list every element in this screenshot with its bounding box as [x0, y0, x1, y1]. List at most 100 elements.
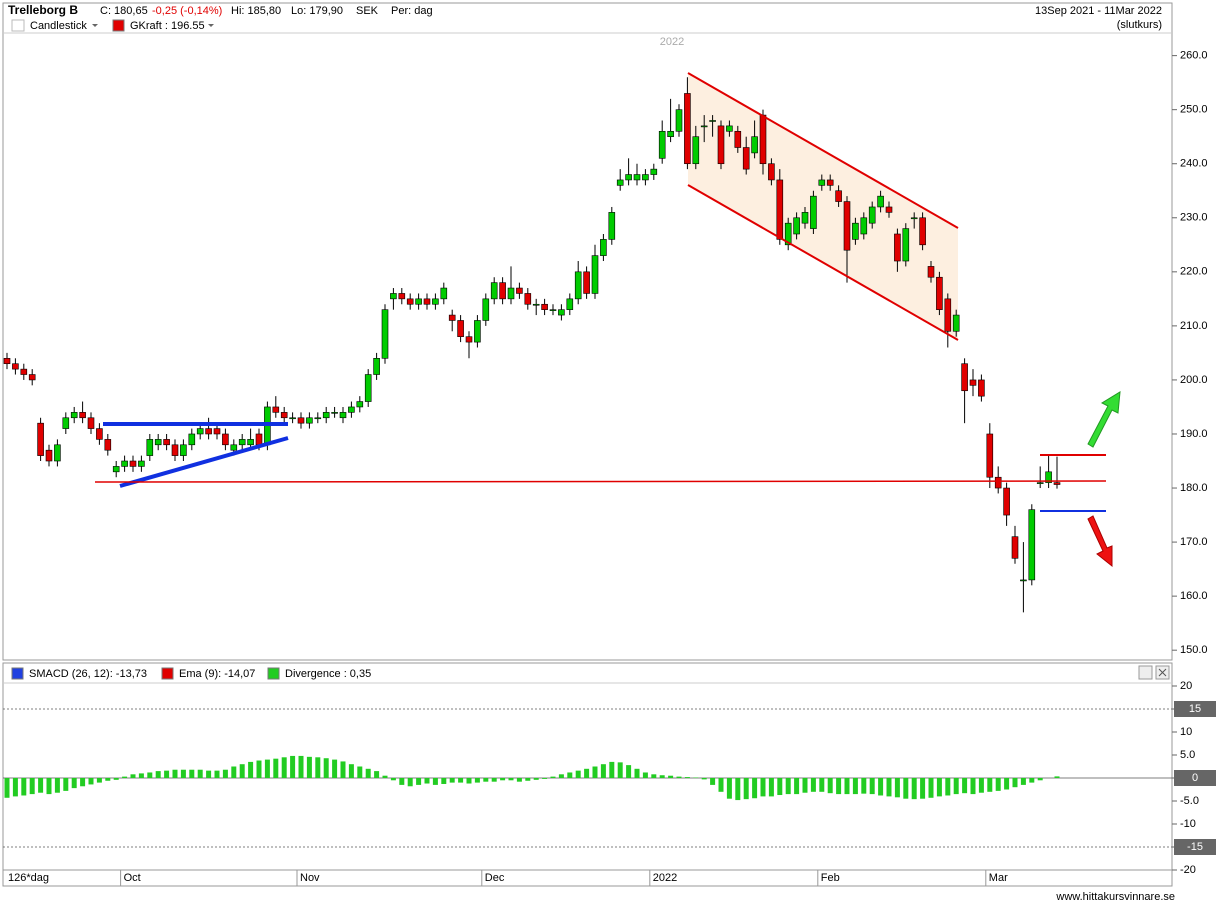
- date-range: 13Sep 2021 - 11Mar 2022: [1035, 5, 1162, 17]
- up-arrow: [1087, 391, 1121, 448]
- candle-body: [272, 406, 280, 413]
- divergence-bar: [483, 778, 489, 782]
- divergence-bar: [1029, 778, 1035, 783]
- candle-body: [465, 336, 473, 343]
- candle-body: [944, 298, 952, 332]
- style-label[interactable]: Candlestick: [30, 20, 87, 32]
- candle-body: [709, 120, 716, 122]
- y-tick-label: 230.0: [1180, 212, 1208, 224]
- candle-body: [138, 460, 145, 467]
- divergence-bar: [684, 777, 690, 778]
- divergence-bar: [735, 778, 741, 801]
- legend-swatch: [267, 667, 280, 680]
- candle-body: [121, 460, 128, 467]
- divergence-bar: [710, 778, 716, 785]
- annotations: [94, 72, 1121, 568]
- candle-body: [381, 309, 389, 359]
- period: Per: dag: [391, 5, 433, 17]
- divergence-bar: [172, 769, 178, 778]
- divergence-bar: [726, 778, 732, 799]
- candle-body: [348, 406, 355, 413]
- candle-body: [339, 412, 347, 419]
- legend-label: GKraft : 196.55: [130, 20, 205, 32]
- candle-body: [129, 460, 137, 467]
- candle-body: [247, 439, 254, 446]
- candle-body: [684, 93, 691, 165]
- y-tick-label: 160.0: [1180, 590, 1208, 602]
- close: C: 180,65: [100, 5, 148, 17]
- y-tick-label: 170.0: [1180, 536, 1208, 548]
- divergence-bar: [743, 778, 749, 800]
- candle-body: [79, 412, 86, 419]
- candle-body: [3, 358, 11, 365]
- divergence-bar: [407, 778, 413, 787]
- divergence-bar: [651, 774, 657, 778]
- x-tick-label: 2022: [653, 872, 677, 884]
- style-swatch[interactable]: [11, 19, 25, 32]
- y-tick-label: 20: [1180, 680, 1192, 692]
- y-tick-box: [1174, 839, 1216, 855]
- divergence-bar: [516, 778, 522, 782]
- divergence-bar: [441, 778, 447, 784]
- divergence-bar: [970, 778, 976, 795]
- candle-body: [507, 287, 515, 300]
- candle-body: [415, 298, 422, 305]
- x-tick-label: Feb: [821, 872, 840, 884]
- candle-body: [885, 206, 893, 213]
- divergence-bar: [189, 769, 195, 778]
- divergence-bar: [550, 776, 556, 778]
- close-cross: [1158, 668, 1167, 677]
- candle-body: [667, 130, 674, 137]
- candle-body: [457, 320, 464, 337]
- candle-body: [558, 309, 565, 316]
- divergence-bar: [197, 769, 203, 778]
- divergence-bar: [390, 778, 396, 781]
- candle-body: [373, 358, 380, 375]
- divergence-bar: [894, 778, 900, 798]
- divergence-bar: [634, 768, 640, 778]
- candle-body: [406, 298, 414, 305]
- divergence-bar: [617, 762, 623, 778]
- settings-icon[interactable]: [1138, 665, 1153, 680]
- divergence-bar: [105, 778, 111, 781]
- candle-body: [432, 298, 439, 305]
- divergence-bar: [399, 778, 405, 785]
- divergence-bar: [239, 764, 245, 778]
- divergence-bar: [626, 765, 632, 778]
- divergence-bar: [676, 776, 682, 778]
- y-tick-label: 200.0: [1180, 374, 1208, 386]
- divergence-bar: [558, 774, 564, 778]
- divergence-bar: [575, 770, 581, 778]
- candle-body: [490, 282, 498, 300]
- candle-body: [306, 417, 313, 424]
- currency: SEK: [356, 5, 379, 17]
- candle-body: [658, 130, 666, 159]
- divergence-bar: [936, 778, 942, 797]
- y-tick-label: 190.0: [1180, 428, 1208, 440]
- dropdown-caret[interactable]: [92, 24, 98, 27]
- candle-body: [532, 303, 540, 306]
- y-tick-label: -5.0: [1180, 795, 1199, 807]
- price-panel: [2, 2, 1173, 661]
- candle-body: [768, 163, 775, 181]
- footer: www.hittakursvinnare.se: [1055, 891, 1175, 902]
- candle-body: [616, 179, 624, 186]
- divergence-bar: [911, 778, 917, 800]
- divergence-bar: [760, 778, 766, 797]
- divergence-bar: [869, 778, 875, 795]
- candle-body: [1053, 482, 1061, 485]
- candle-body: [96, 428, 103, 440]
- y-tick-label: 0: [1192, 772, 1198, 784]
- candle-body: [969, 379, 977, 386]
- divergence-bar: [248, 761, 254, 778]
- divergence-bar: [130, 774, 136, 778]
- divergence-bar: [374, 771, 380, 778]
- divergence-bar: [88, 778, 94, 785]
- candle-body: [20, 368, 28, 375]
- divergence-bar: [827, 778, 833, 794]
- candle-body: [986, 433, 994, 478]
- dropdown-caret[interactable]: [208, 24, 214, 27]
- candle-body: [1036, 482, 1044, 484]
- down-arrow: [1087, 515, 1113, 568]
